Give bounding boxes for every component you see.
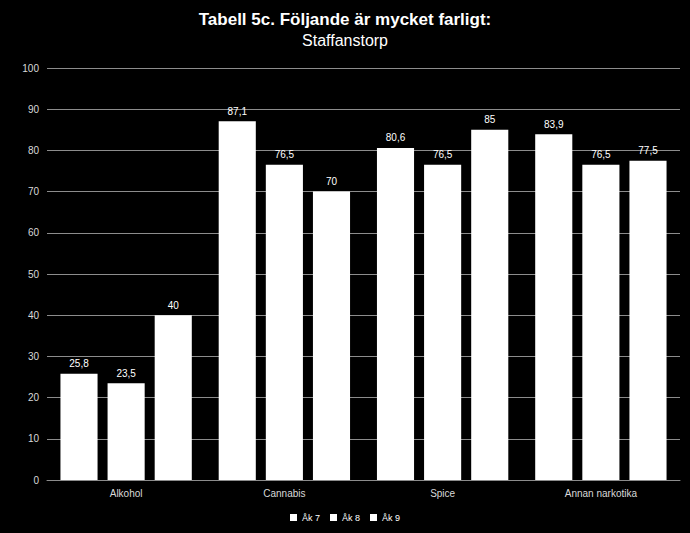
svg-text:Cannabis: Cannabis — [263, 488, 305, 499]
svg-text:90: 90 — [28, 104, 40, 115]
svg-text:Spice: Spice — [430, 488, 455, 499]
svg-text:Annan narkotika: Annan narkotika — [565, 488, 638, 499]
svg-text:Åk 8: Åk 8 — [342, 513, 360, 523]
svg-text:10: 10 — [28, 433, 40, 444]
svg-text:40: 40 — [28, 310, 40, 321]
svg-text:Alkohol: Alkohol — [110, 488, 143, 499]
svg-text:25,8: 25,8 — [69, 358, 89, 369]
svg-text:87,1: 87,1 — [228, 106, 248, 117]
svg-text:60: 60 — [28, 227, 40, 238]
svg-text:80,6: 80,6 — [386, 132, 406, 143]
svg-text:76,5: 76,5 — [275, 149, 295, 160]
svg-text:Åk 9: Åk 9 — [382, 513, 400, 523]
svg-text:76,5: 76,5 — [433, 149, 453, 160]
svg-text:76,5: 76,5 — [591, 149, 611, 160]
svg-text:0: 0 — [33, 475, 39, 486]
svg-text:30: 30 — [28, 351, 40, 362]
svg-text:40: 40 — [168, 300, 180, 311]
svg-text:Åk 7: Åk 7 — [302, 513, 320, 523]
svg-text:83,9: 83,9 — [544, 119, 564, 130]
svg-text:Staffanstorp: Staffanstorp — [302, 32, 388, 49]
svg-text:100: 100 — [22, 63, 39, 74]
svg-text:85: 85 — [484, 114, 496, 125]
svg-text:23,5: 23,5 — [116, 368, 136, 379]
svg-text:20: 20 — [28, 392, 40, 403]
svg-text:70: 70 — [28, 186, 40, 197]
svg-text:50: 50 — [28, 269, 40, 280]
svg-text:Tabell 5c. Följande är mycket: Tabell 5c. Följande är mycket farligt: — [199, 10, 492, 29]
svg-text:70: 70 — [326, 176, 338, 187]
svg-text:77,5: 77,5 — [638, 145, 658, 156]
svg-text:80: 80 — [28, 145, 40, 156]
